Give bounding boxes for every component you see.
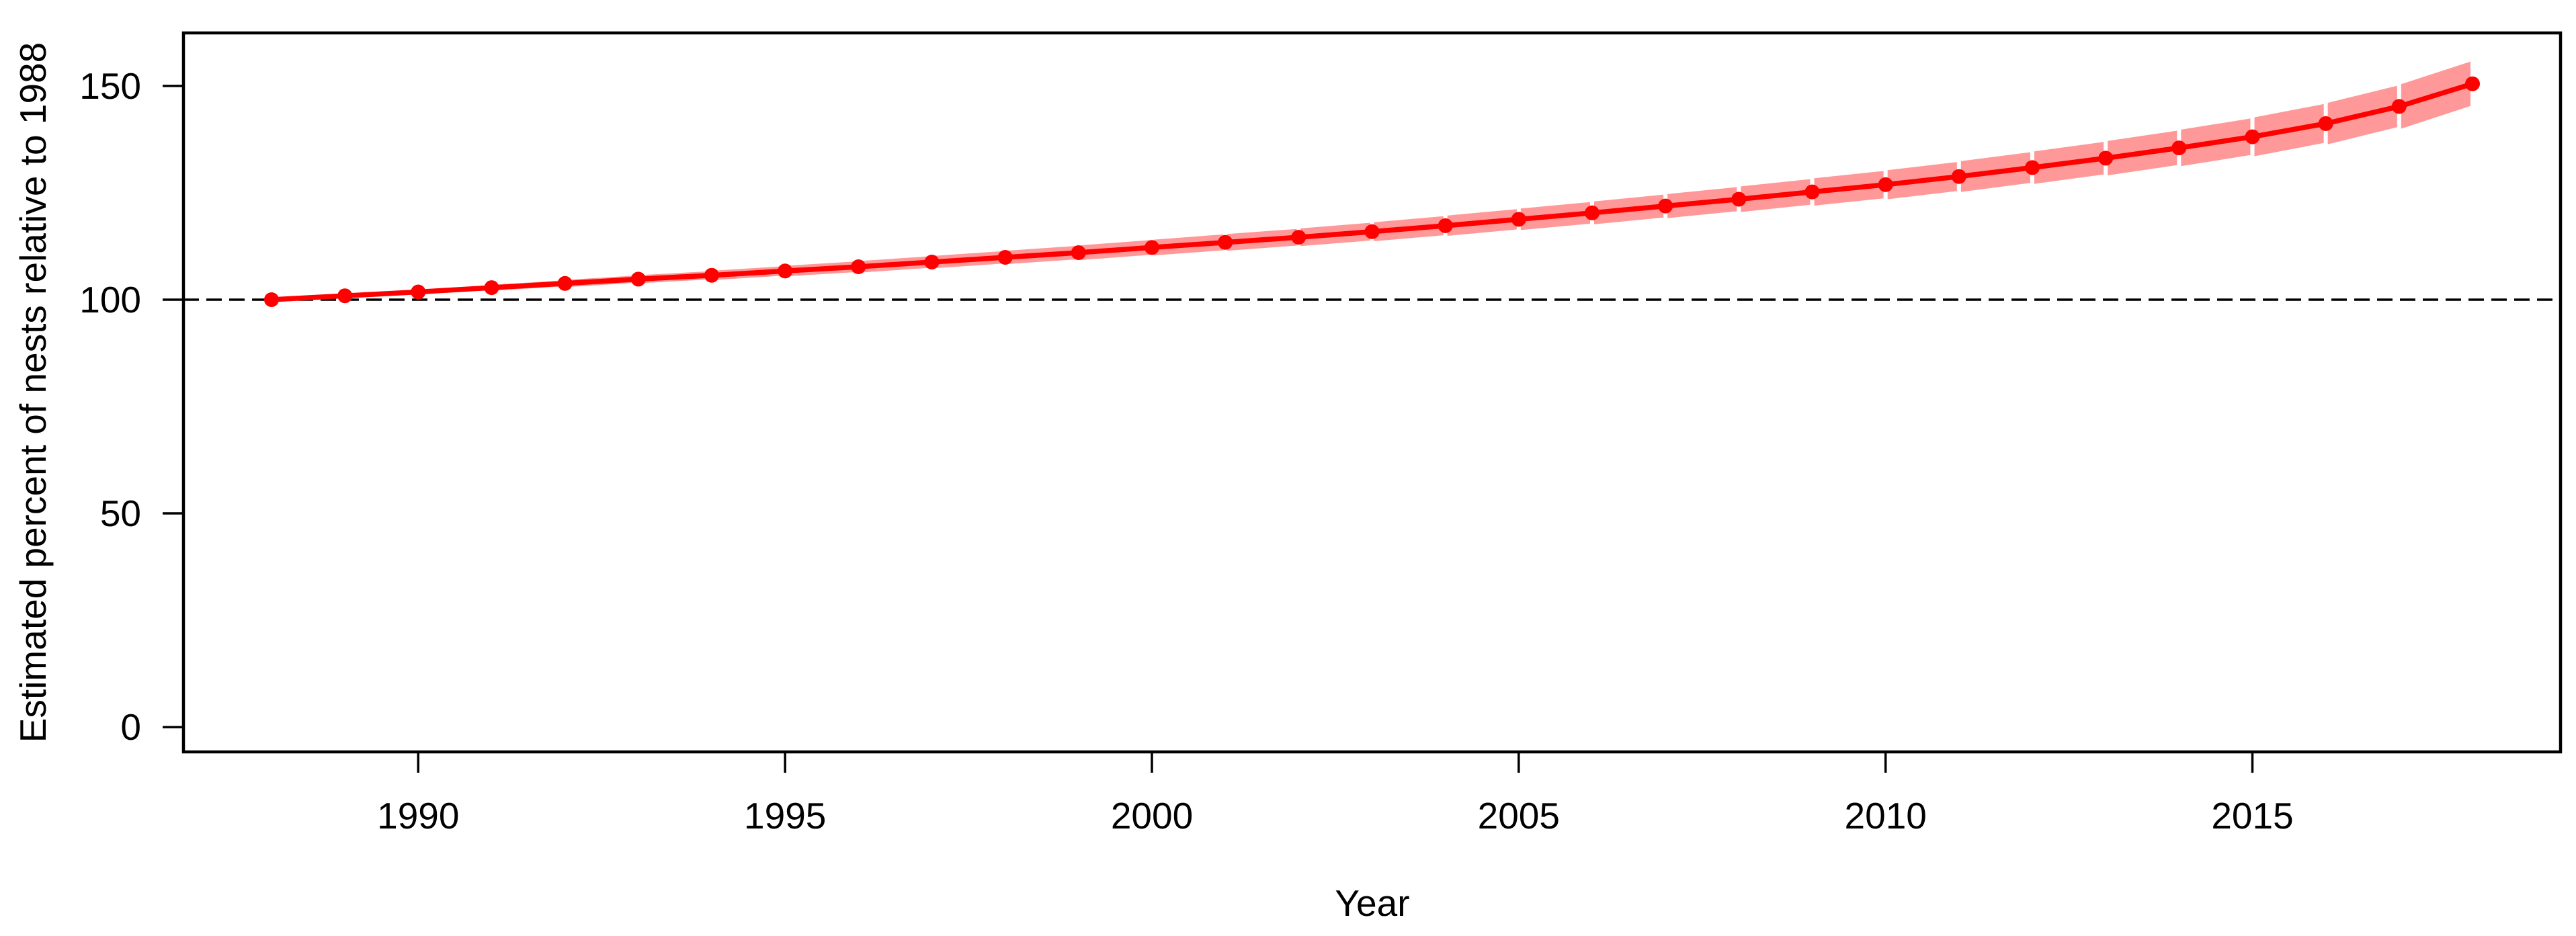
data-point xyxy=(630,271,646,287)
data-point xyxy=(337,288,353,304)
data-point xyxy=(1804,184,1820,200)
data-point xyxy=(264,292,279,307)
data-point xyxy=(1218,235,1233,250)
data-point xyxy=(2318,116,2333,131)
y-tick-label: 100 xyxy=(79,279,141,321)
data-point xyxy=(1438,218,1453,233)
data-point xyxy=(924,255,940,269)
series-layer xyxy=(264,76,2480,307)
data-point xyxy=(2098,151,2114,166)
trend-line xyxy=(269,81,2475,302)
plot-border xyxy=(181,31,2563,754)
data-point xyxy=(1951,169,1966,184)
data-point xyxy=(1658,198,1673,214)
data-point xyxy=(1585,205,1599,220)
data-point xyxy=(1731,192,1747,207)
data-point xyxy=(1878,177,1893,192)
y-tick-label: 0 xyxy=(120,706,141,748)
data-point xyxy=(484,280,499,296)
data-point xyxy=(851,259,866,274)
data-point xyxy=(557,275,573,291)
axes-layer: 1990 1995 2000 2005 2010 2015 0 50 100 150 xyxy=(79,31,2563,837)
x-tick-label: 2000 xyxy=(1111,795,1193,837)
x-tick-label: 2005 xyxy=(1478,795,1560,837)
data-point xyxy=(778,263,793,279)
data-point xyxy=(2245,129,2260,144)
data-point xyxy=(1071,245,1086,260)
confidence-band-layer xyxy=(274,61,2470,301)
data-point xyxy=(2391,99,2407,114)
data-point xyxy=(1291,230,1306,245)
data-point xyxy=(704,267,719,283)
data-point xyxy=(2465,76,2480,91)
data-point xyxy=(1511,212,1526,227)
data-point xyxy=(2171,140,2187,156)
y-axis-title: Estimated percent of nests relative to 1… xyxy=(12,42,54,743)
y-tick-label: 150 xyxy=(79,65,141,107)
data-point xyxy=(411,284,426,300)
x-tick-label: 2010 xyxy=(1845,795,1927,837)
data-point xyxy=(2025,160,2040,175)
data-point xyxy=(1145,240,1159,255)
x-tick-label: 2015 xyxy=(2211,795,2293,837)
x-tick-label: 1990 xyxy=(377,795,459,837)
data-point xyxy=(997,250,1013,265)
data-point xyxy=(1364,224,1380,239)
y-tick-label: 50 xyxy=(100,493,141,534)
x-axis-title: Year xyxy=(1335,882,1409,924)
x-tick-label: 1995 xyxy=(744,795,826,837)
